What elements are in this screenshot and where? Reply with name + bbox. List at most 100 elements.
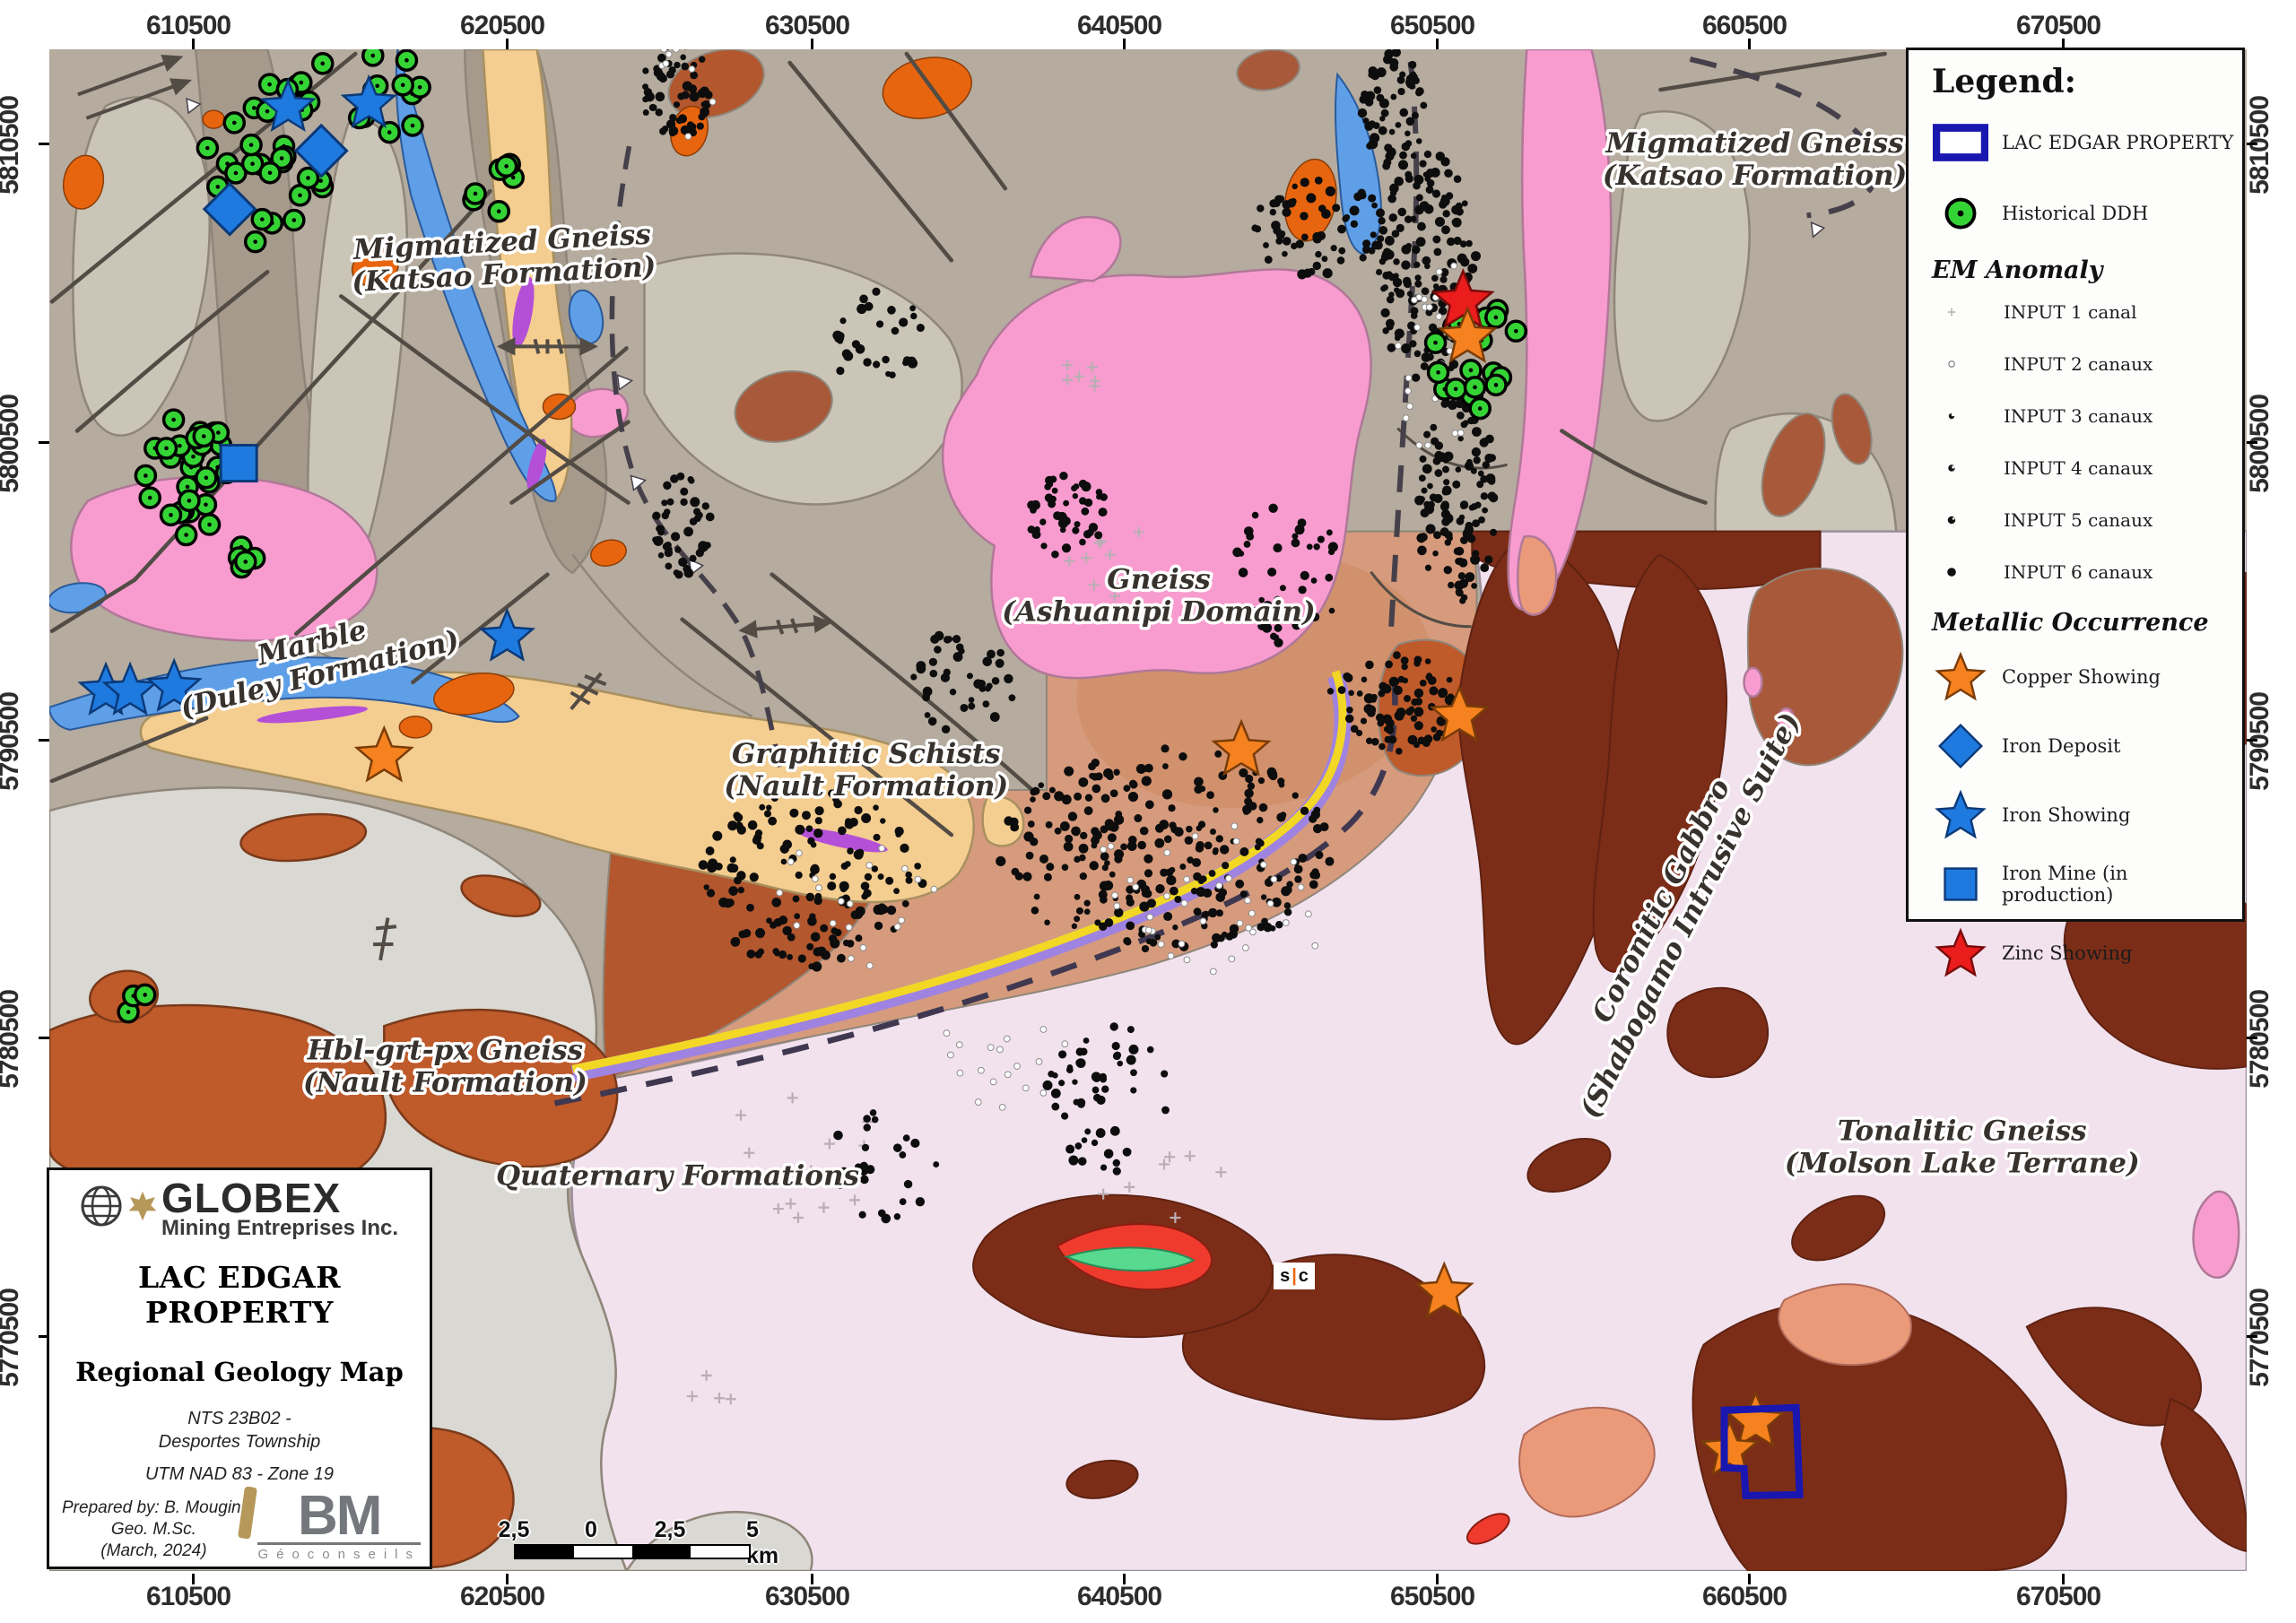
unit-label: Gneiss (Ashuanipi Domain): [1002, 564, 1315, 629]
x-axis-label-top: 630500: [765, 11, 850, 40]
legend-em-title: EM Anomaly: [1932, 256, 2103, 284]
legend-item: INPUT 1 canal: [1932, 297, 2242, 327]
em1-icon: [1932, 297, 1971, 327]
legend-item-label: INPUT 1 canal: [2004, 301, 2137, 323]
y-axis-label-right: 5800500: [2244, 395, 2274, 493]
scale-label: 2,5: [498, 1517, 530, 1542]
star-blue-icon: [1932, 787, 1989, 843]
em-input-weak-markers: [686, 360, 1227, 1405]
axis-tick: [1748, 1574, 1751, 1584]
legend-item-label: Iron Deposit: [2002, 735, 2121, 757]
scale-label: 2,5: [654, 1517, 686, 1542]
prepared-by: Prepared by: B. Mougin, Geo. M.Sc. (Marc…: [62, 1498, 246, 1560]
axis-tick: [2062, 39, 2065, 49]
x-axis-label-top: 650500: [1390, 11, 1475, 40]
diamond-blue-icon: [1932, 718, 1989, 774]
axis-tick: [1123, 1574, 1126, 1584]
axis-tick: [1123, 39, 1126, 49]
y-axis-label-left: 5780500: [0, 990, 24, 1089]
em5-icon: [1932, 505, 1971, 535]
axis-tick: [39, 1037, 49, 1039]
sic-badge: s | c: [1274, 1263, 1315, 1289]
legend-metallic-title: Metallic Occurrence: [1932, 609, 2209, 637]
metallic-occurrence-symbols: [77, 74, 1787, 1477]
legend-item-label: Iron Showing: [2002, 804, 2131, 826]
axis-tick: [1436, 39, 1439, 49]
title-block: GLOBEX Mining Entreprises Inc. LAC EDGAR…: [47, 1167, 432, 1569]
axis-tick: [39, 739, 49, 742]
em2-icon: [1932, 349, 1971, 379]
scale-bar: 2,5 0 2,5 5 km: [484, 1517, 789, 1568]
legend-item-label: INPUT 2 canaux: [2004, 353, 2153, 375]
unit-label: Tonalitic Gneiss (Molson Lake Terrane): [1785, 1115, 2140, 1179]
x-axis-label-top: 610500: [146, 11, 231, 40]
y-axis-label-right: 5780500: [2244, 990, 2274, 1089]
x-axis-label-bottom: 670500: [2016, 1582, 2101, 1611]
y-axis-label-right: 5770500: [2244, 1289, 2274, 1387]
property-icon: [1932, 115, 1989, 170]
axis-tick: [39, 441, 49, 444]
globex-name: GLOBEX: [161, 1175, 342, 1221]
axis-tick: [811, 39, 813, 49]
axis-tick: [2247, 1037, 2257, 1039]
x-axis-label-top: 670500: [2016, 11, 2101, 40]
bm-geoconseils-logo: BM Géoconseils: [238, 1486, 421, 1562]
legend-item: INPUT 4 canaux: [1932, 453, 2242, 483]
y-axis-label-left: 5790500: [0, 692, 24, 791]
legend-item: INPUT 6 canaux: [1932, 557, 2242, 587]
legend-item-label: INPUT 6 canaux: [2004, 561, 2153, 583]
legend-item: Iron Showing: [1932, 787, 2242, 843]
axis-tick: [506, 39, 509, 49]
legend-item: Copper Showing: [1932, 649, 2242, 705]
map-title: Regional Geology Map: [75, 1357, 404, 1387]
axis-tick: [2247, 441, 2257, 444]
axis-tick: [1748, 39, 1751, 49]
legend-item-label: LAC EDGAR PROPERTY: [2002, 132, 2234, 153]
legend-item: INPUT 2 canaux: [1932, 349, 2242, 379]
unit-ashuanipi-gneiss: [70, 49, 2240, 1279]
pickaxe-icon: [238, 1486, 258, 1540]
legend-panel: Legend: LAC EDGAR PROPERTY Historical DDH…: [1906, 48, 2245, 977]
legend-item-label: INPUT 3 canaux: [2004, 405, 2153, 427]
scale-bar-segments: [514, 1544, 751, 1559]
y-axis-label-left: 5810500: [0, 96, 24, 195]
axis-tick: [1436, 1574, 1439, 1584]
x-axis-label-bottom: 630500: [765, 1582, 850, 1611]
x-axis-label-top: 620500: [460, 11, 545, 40]
property-title: LAC EDGAR PROPERTY: [137, 1260, 342, 1330]
legend-item: Iron Deposit: [1932, 718, 2242, 774]
x-axis-label-bottom: 610500: [146, 1582, 231, 1611]
legend-item-label: Iron Mine (in production): [2002, 863, 2128, 906]
y-axis-label-right: 5810500: [2244, 96, 2274, 195]
legend-item-label: INPUT 5 canaux: [2004, 509, 2153, 531]
star-orange-icon: [1932, 649, 1989, 705]
axis-tick: [192, 39, 195, 49]
unit-orange-patches: [62, 56, 1337, 739]
axis-tick: [2062, 1574, 2065, 1584]
legend-item: INPUT 3 canaux: [1932, 401, 2242, 431]
legend-title: Legend:: [1932, 63, 2076, 100]
em4-icon: [1932, 453, 1971, 483]
scale-label: 5 km: [745, 1517, 779, 1568]
unit-label: Migmatized Gneiss(Katsao Formation): [1603, 127, 1907, 192]
legend-item: Historical DDH: [1932, 186, 2242, 241]
y-axis-label-left: 5770500: [0, 1289, 24, 1387]
x-axis-label-bottom: 620500: [460, 1582, 545, 1611]
maple-leaf-icon: [127, 1188, 158, 1228]
axis-tick: [192, 1574, 195, 1584]
unit-label: Hbl-grt-px Gneiss (Nault Formation): [303, 1034, 587, 1098]
thrust-teeth: [186, 97, 1826, 577]
x-axis-label-top: 660500: [1702, 11, 1787, 40]
legend-item-label: Zinc Showing: [2002, 942, 2133, 964]
em6-icon: [1932, 557, 1971, 587]
legend-item: Zinc Showing: [1932, 925, 2242, 981]
legend-item: Iron Mine (in production): [1932, 856, 2242, 912]
legend-item-label: INPUT 4 canaux: [2004, 457, 2153, 479]
y-axis-label-left: 5800500: [0, 395, 24, 493]
axis-tick: [2247, 1335, 2257, 1338]
x-axis-label-bottom: 640500: [1077, 1582, 1162, 1611]
lac-edgar-property-outline: [1720, 1403, 1804, 1499]
axis-tick: [39, 143, 49, 145]
globe-icon: [81, 1179, 122, 1238]
